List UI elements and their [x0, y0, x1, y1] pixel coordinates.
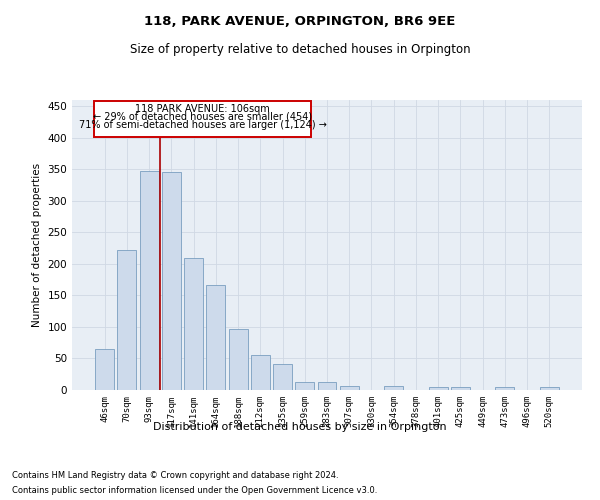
Text: 118 PARK AVENUE: 106sqm: 118 PARK AVENUE: 106sqm: [135, 104, 270, 115]
Bar: [429, 387, 448, 390]
Bar: [451, 388, 470, 390]
Bar: [295, 382, 314, 390]
Text: 71% of semi-detached houses are larger (1,124) →: 71% of semi-detached houses are larger (…: [79, 120, 326, 130]
Bar: [162, 172, 181, 390]
Bar: [273, 364, 292, 390]
Text: ← 29% of detached houses are smaller (454): ← 29% of detached houses are smaller (45…: [93, 112, 312, 122]
Text: Contains HM Land Registry data © Crown copyright and database right 2024.: Contains HM Land Registry data © Crown c…: [12, 471, 338, 480]
Bar: [317, 382, 337, 390]
Bar: [340, 386, 359, 390]
Bar: [496, 387, 514, 390]
Text: Distribution of detached houses by size in Orpington: Distribution of detached houses by size …: [153, 422, 447, 432]
Text: Size of property relative to detached houses in Orpington: Size of property relative to detached ho…: [130, 42, 470, 56]
Text: 118, PARK AVENUE, ORPINGTON, BR6 9EE: 118, PARK AVENUE, ORPINGTON, BR6 9EE: [145, 15, 455, 28]
Bar: [184, 258, 203, 390]
Text: Contains public sector information licensed under the Open Government Licence v3: Contains public sector information licen…: [12, 486, 377, 495]
Bar: [118, 250, 136, 390]
Bar: [229, 329, 248, 390]
Bar: [95, 349, 114, 390]
Bar: [540, 388, 559, 390]
Bar: [206, 284, 225, 390]
Bar: [251, 354, 270, 390]
Bar: [384, 386, 403, 390]
Bar: [94, 102, 311, 136]
Y-axis label: Number of detached properties: Number of detached properties: [32, 163, 42, 327]
Bar: [140, 171, 158, 390]
